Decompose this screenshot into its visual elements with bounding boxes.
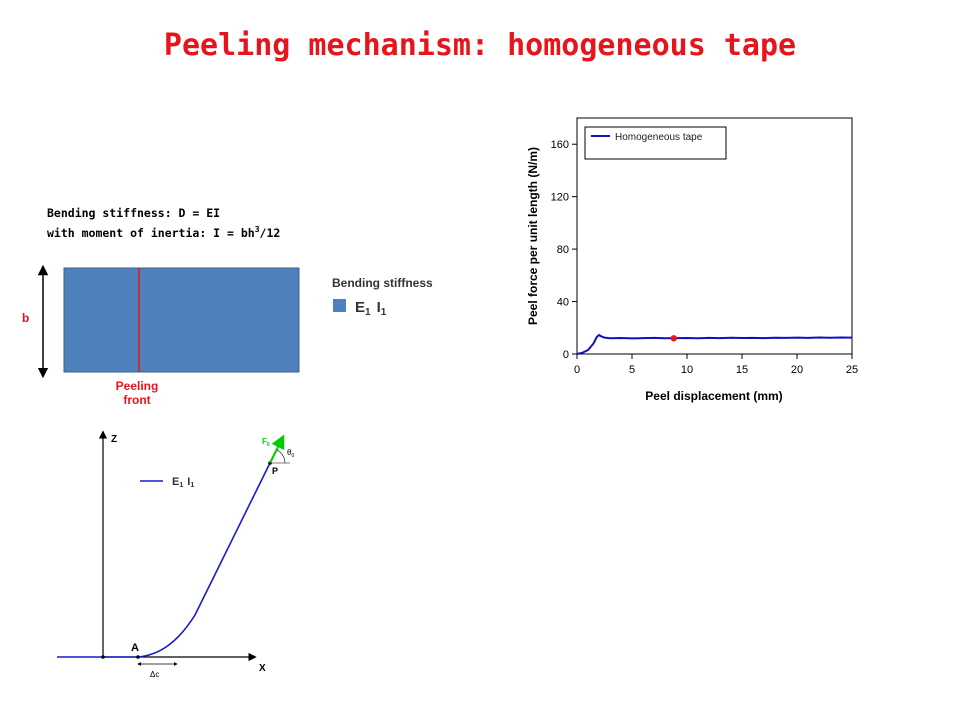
peel-curve <box>57 462 271 658</box>
peeling-front-label-2: front <box>123 393 150 407</box>
bending-stiffness-formula: Bending stiffness: D = EI <box>47 206 221 220</box>
peel-legend-label: E1 I1 <box>172 476 194 489</box>
formula-sup: 3 <box>254 225 260 234</box>
legend-label: E1 I1 <box>355 299 387 318</box>
legend-title: Bending stiffness <box>332 276 433 290</box>
moment-of-inertia-formula: with moment of inertia: I = bh3/12 <box>47 225 280 240</box>
y-ticks: 0 40 80 120 160 <box>551 139 577 361</box>
formula-suffix: /12 <box>259 225 281 240</box>
force-arrow <box>269 434 285 464</box>
peeling-front-label-1: Peeling <box>116 379 159 393</box>
legend-series-name: Homogeneous tape <box>615 132 703 143</box>
legend-swatch <box>333 299 346 312</box>
y-axis-title: Peel force per unit length (N/m) <box>526 147 540 325</box>
x-tick-label: 15 <box>736 364 748 376</box>
y-tick-label: 0 <box>563 349 569 361</box>
x-tick-label: 20 <box>791 364 803 376</box>
formula-prefix: with moment of inertia: I = bh <box>47 225 255 240</box>
x-tick-label: 0 <box>574 364 580 376</box>
tape-diagram: b Peeling front Bending stiffness E1 I1 <box>22 264 433 407</box>
chart-legend: Homogeneous tape <box>584 126 727 160</box>
y-tick-label: 160 <box>551 139 569 151</box>
x-tick-label: 25 <box>846 364 858 376</box>
x-axis-label: X <box>259 663 266 674</box>
origin-dot <box>101 655 105 659</box>
y-tick-label: 40 <box>557 297 569 309</box>
x-ticks: 0 5 10 15 20 25 <box>574 354 858 376</box>
series-line-homogeneous-tape <box>576 333 853 355</box>
angle-label: θ0 <box>287 448 294 459</box>
page-title: Peeling mechanism: homogeneous tape <box>163 28 797 63</box>
y-tick-label: 80 <box>557 244 569 256</box>
tape-rectangle <box>63 267 300 373</box>
x-axis-title: Peel displacement (mm) <box>645 389 782 403</box>
current-point-marker <box>670 335 677 342</box>
point-a-label: A <box>131 642 139 654</box>
x-tick-label: 10 <box>681 364 693 376</box>
z-axis-label: Z <box>111 434 117 445</box>
force-label: F0 <box>262 437 270 448</box>
dimension-label-b: b <box>22 311 29 325</box>
y-tick-label: 120 <box>551 192 569 204</box>
angle-arc <box>276 449 286 464</box>
x-tick-label: 5 <box>629 364 635 376</box>
point-p-label: P <box>272 466 278 476</box>
peel-geometry-diagram: Z X A P F0 θ0 Δc E1 I1 <box>57 430 294 679</box>
point-a-dot <box>136 655 140 659</box>
legend-box <box>584 126 727 160</box>
delta-c-label: Δc <box>150 670 159 679</box>
